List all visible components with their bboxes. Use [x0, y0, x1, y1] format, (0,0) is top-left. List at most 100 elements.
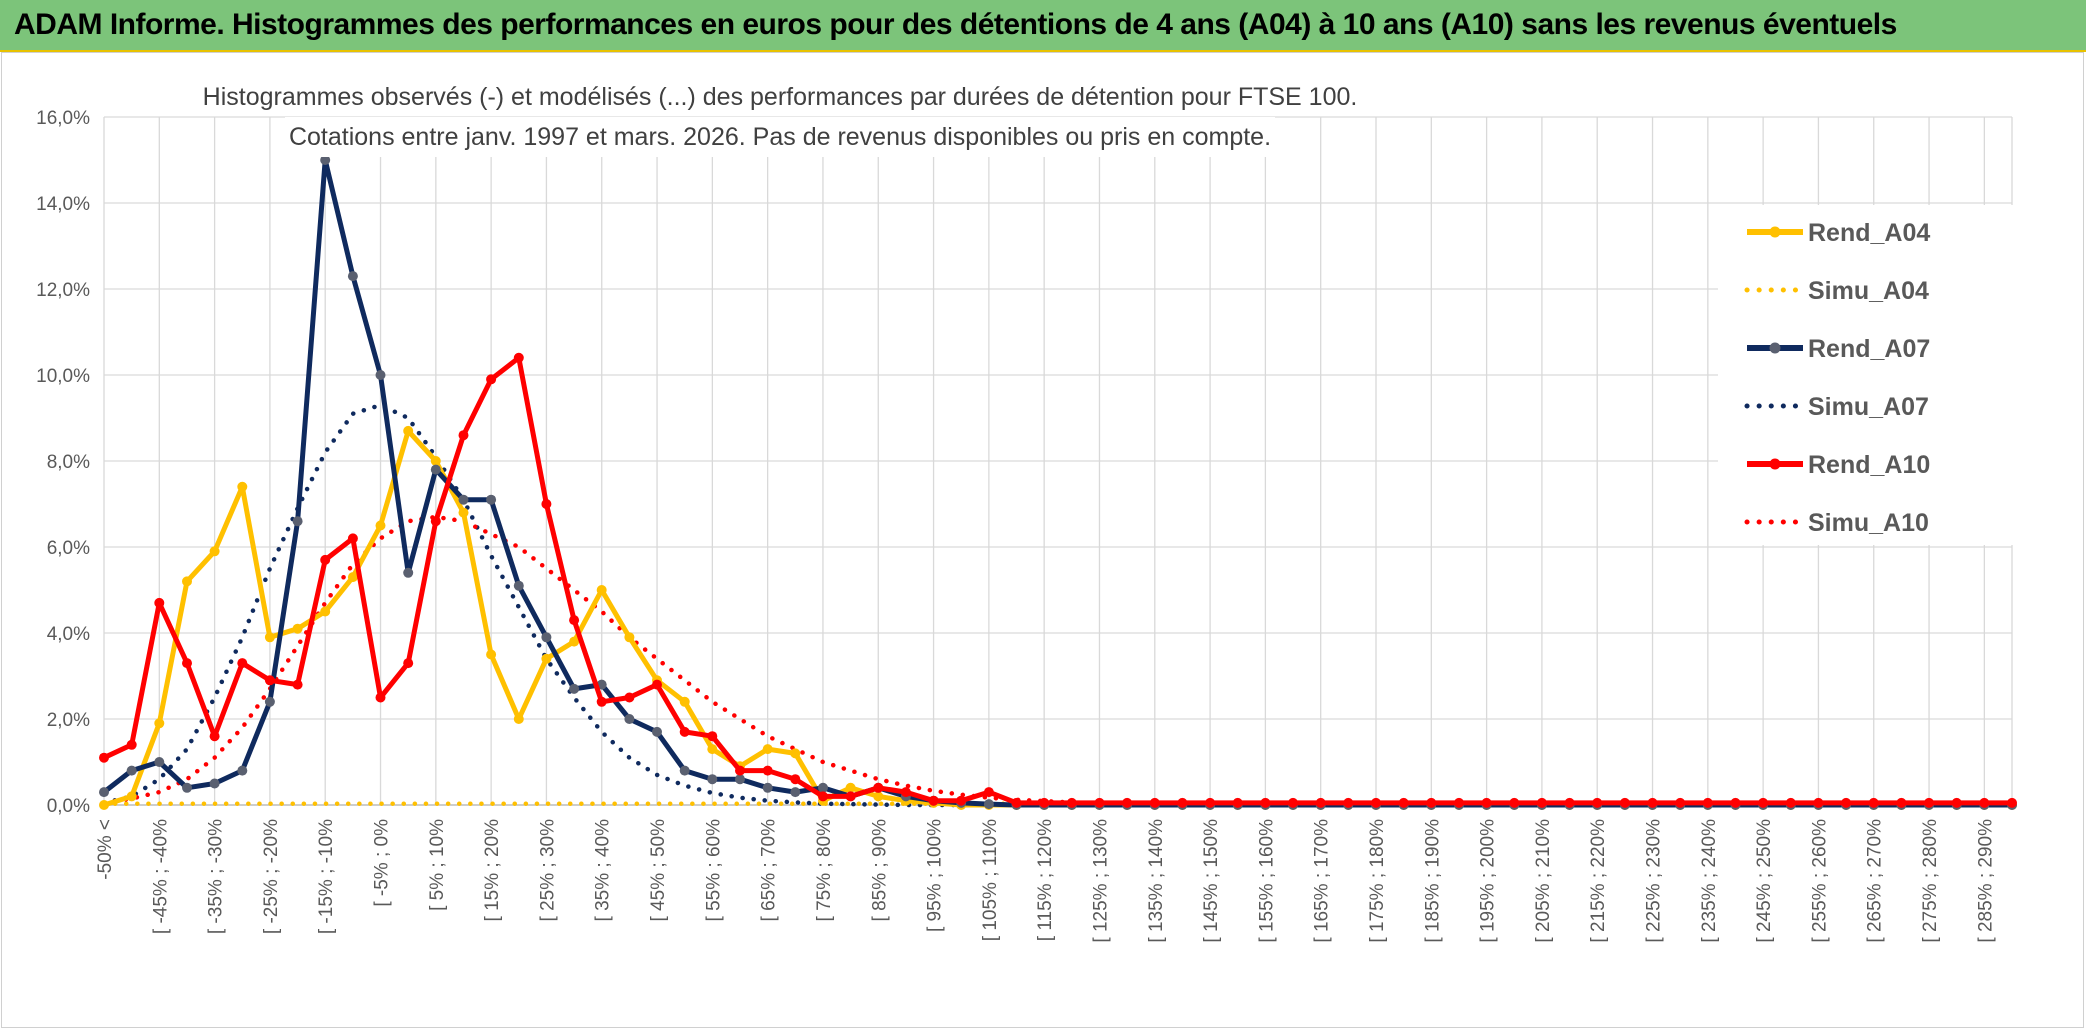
data-point: [182, 658, 192, 669]
report-banner: ADAM Informe. Histogrammes des performan…: [0, 0, 2086, 52]
data-point: [1398, 797, 1409, 808]
data-point: [1702, 797, 1713, 808]
data-point: [541, 499, 552, 509]
data-point: [900, 787, 911, 798]
series-Simu_A10: [101, 514, 2015, 808]
data-point: [873, 791, 884, 802]
x-tick-label: [ 35% ; 40%: [593, 819, 614, 922]
data-point: [486, 374, 497, 385]
data-point: [375, 520, 386, 531]
data-point: [99, 787, 109, 798]
data-point: [818, 791, 828, 802]
x-tick-label: [ 125% ; 130%: [1090, 819, 1111, 943]
x-tick-label: [ 155% ; 160%: [1256, 819, 1277, 943]
data-point: [292, 516, 303, 527]
data-point: [347, 572, 358, 583]
data-point: [264, 696, 275, 707]
data-point: [762, 782, 773, 793]
data-point: [762, 765, 773, 776]
data-point: [596, 585, 607, 595]
data-point: [2007, 797, 2017, 808]
data-point: [430, 464, 441, 475]
data-point: [513, 580, 524, 591]
data-point: [1785, 797, 1796, 808]
data-point: [1149, 797, 1160, 808]
report-title: ADAM Informe. Histogrammes des performan…: [14, 8, 1897, 41]
series-line-Rend_A10: [102, 355, 2012, 806]
data-point: [430, 456, 441, 466]
x-tick-label: [ 205% ; 210%: [1533, 819, 1554, 943]
data-point: [679, 726, 690, 737]
data-point: [1315, 797, 1326, 808]
x-tick-label: [ 5% ; 10%: [427, 819, 448, 911]
data-point: [679, 696, 690, 707]
legend-item: Simu_A10: [1744, 509, 1929, 537]
x-tick-label: [ 95% ; 100%: [925, 819, 946, 932]
legend: Rend_A04 Simu_A04 Rend_A07 Simu_A07 Rend_A10…: [1718, 205, 2018, 545]
legend-item: Rend_A07: [1747, 335, 1930, 363]
data-point: [569, 683, 580, 694]
x-tick-label: [ 175% ; 180%: [1367, 819, 1388, 943]
data-point: [569, 636, 580, 647]
data-point: [209, 778, 220, 789]
data-point: [845, 791, 856, 802]
data-point: [320, 554, 331, 565]
data-point: [707, 744, 718, 755]
data-point: [1039, 797, 1050, 808]
series-Rend_A10: [99, 352, 2017, 808]
data-point: [347, 271, 358, 282]
y-tick-label: 14,0%: [36, 194, 90, 215]
data-point: [1813, 797, 1824, 808]
data-point: [458, 494, 469, 505]
data-point: [458, 507, 469, 518]
data-point: [1951, 797, 1962, 808]
data-point: [154, 597, 165, 608]
x-tick-label: [ -5% ; 0%: [372, 819, 393, 907]
y-tick-label: 0,0%: [47, 796, 90, 817]
data-point: [983, 799, 994, 810]
x-tick-label: [ 225% ; 230%: [1644, 819, 1665, 943]
y-tick-label: 10,0%: [36, 366, 90, 387]
data-point: [1730, 797, 1741, 808]
data-point: [652, 679, 662, 690]
data-point: [99, 752, 109, 763]
x-tick-label: [ -35% ; -30%: [206, 819, 227, 934]
x-tick-label: [ 75% ; 80%: [814, 819, 835, 922]
data-point: [264, 675, 275, 686]
data-point: [182, 576, 192, 587]
data-point: [430, 516, 441, 527]
x-tick-label: [ 65% ; 70%: [759, 819, 780, 922]
data-point: [126, 765, 137, 776]
x-tick-label: [ 45% ; 50%: [648, 819, 669, 922]
x-tick-label: [ -25% ; -20%: [261, 819, 282, 934]
data-point: [735, 765, 745, 776]
chart-title: Histogrammes observés (-) et modélisés (…: [198, 78, 1358, 157]
legend-item: Rend_A10: [1747, 451, 1930, 479]
data-point: [624, 632, 635, 643]
data-point: [403, 658, 414, 669]
data-point: [375, 370, 386, 380]
data-point: [513, 714, 524, 724]
y-tick-label: 12,0%: [36, 280, 90, 301]
x-axis: -50% < [ -45% ; -40% [ -35% ; -30% [ -25% ;…: [95, 819, 1996, 943]
data-point: [1066, 797, 1077, 808]
x-tick-label: [ 55% ; 60%: [703, 819, 724, 922]
data-point: [1758, 797, 1769, 808]
legend-bg: [1718, 205, 2018, 545]
y-tick-label: 2,0%: [47, 710, 90, 731]
data-point: [375, 692, 386, 703]
data-point: [1841, 797, 1852, 808]
data-point: [1371, 797, 1381, 808]
data-point: [1979, 797, 1990, 808]
data-point: [347, 533, 358, 544]
data-point: [237, 481, 248, 492]
legend-label: Simu_A07: [1808, 393, 1929, 421]
data-point: [1896, 797, 1907, 808]
data-point: [1122, 797, 1133, 808]
chart-title-line-2: Cotations entre janv. 1997 et mars. 2026…: [289, 123, 1271, 151]
x-tick-label: [ 165% ; 170%: [1312, 819, 1333, 943]
data-point: [126, 791, 137, 802]
legend-marker: [1769, 226, 1781, 238]
x-tick-label: [ 265% ; 270%: [1865, 819, 1886, 943]
